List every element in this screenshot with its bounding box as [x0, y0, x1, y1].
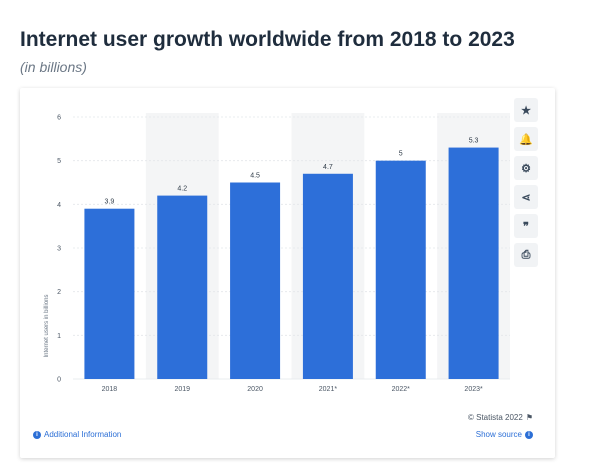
- additional-information-label: Additional Information: [44, 430, 122, 439]
- print-icon: ⎙: [521, 248, 531, 261]
- bar[interactable]: [448, 147, 499, 379]
- share-button[interactable]: ⋖: [514, 185, 538, 209]
- quote-icon: ❞: [523, 220, 529, 233]
- page-title: Internet user growth worldwide from 2018…: [20, 28, 515, 51]
- info-icon: i: [33, 430, 41, 439]
- y-tick-label: 2: [57, 289, 61, 296]
- bar-chart: 0 1 2 3 4 5 6 3.9 4.2 4.5 4.7 5 5.3 2018 2019 2020 202…: [44, 113, 510, 393]
- y-tick-label: 3: [57, 246, 61, 253]
- chart-card: 0 1 2 3 4 5 6 3.9 4.2 4.5 4.7 5 5.3 2018 2019 2020 202…: [20, 88, 555, 458]
- print-button[interactable]: ⎙: [514, 243, 538, 267]
- gear-button[interactable]: ⚙: [514, 156, 538, 180]
- additional-information-link[interactable]: i Additional Information: [33, 430, 121, 439]
- bar[interactable]: [375, 160, 426, 379]
- bell-button[interactable]: 🔔: [514, 127, 538, 151]
- chart-toolbar: ★ 🔔 ⚙ ⋖ ❞ ⎙: [514, 98, 542, 272]
- y-tick-label: 6: [57, 115, 61, 122]
- flag-icon: ⚑: [525, 413, 533, 422]
- star-icon: ★: [521, 104, 531, 117]
- star-button[interactable]: ★: [514, 98, 538, 122]
- y-tick-label: 0: [57, 377, 61, 384]
- bar[interactable]: [302, 173, 353, 379]
- x-tick-label: 2021*: [319, 386, 338, 393]
- bar-value-label: 5: [399, 151, 403, 158]
- bar-value-label: 4.7: [323, 164, 333, 171]
- x-tick-label: 2019: [174, 386, 190, 393]
- bar-value-label: 3.9: [105, 199, 115, 206]
- quote-button[interactable]: ❞: [514, 214, 538, 238]
- bar[interactable]: [84, 208, 135, 379]
- page-subtitle: (in billions): [20, 59, 87, 75]
- x-tick-label: 2022*: [392, 386, 411, 393]
- copyright-notice: © Statista 2022 ⚑: [468, 413, 533, 422]
- bell-icon: 🔔: [519, 133, 533, 146]
- show-source-link[interactable]: Show source i: [476, 430, 533, 439]
- y-tick-label: 1: [57, 333, 61, 340]
- gear-icon: ⚙: [521, 162, 531, 175]
- bar-value-label: 5.3: [469, 138, 479, 145]
- y-tick-label: 4: [57, 202, 61, 209]
- y-axis-label: Internet users in billions: [44, 294, 50, 357]
- x-tick-label: 2023*: [464, 386, 483, 393]
- y-tick-label: 5: [57, 158, 61, 165]
- bar[interactable]: [230, 182, 281, 380]
- bar-value-label: 4.2: [177, 186, 187, 193]
- x-tick-label: 2020: [247, 386, 263, 393]
- show-source-label: Show source: [475, 430, 522, 439]
- x-tick-label: 2018: [102, 386, 118, 393]
- bar[interactable]: [157, 195, 208, 379]
- info-icon: i: [525, 430, 533, 439]
- share-icon: ⋖: [521, 191, 531, 204]
- bar-value-label: 4.5: [250, 173, 260, 180]
- copyright-text: © Statista 2022: [468, 413, 523, 422]
